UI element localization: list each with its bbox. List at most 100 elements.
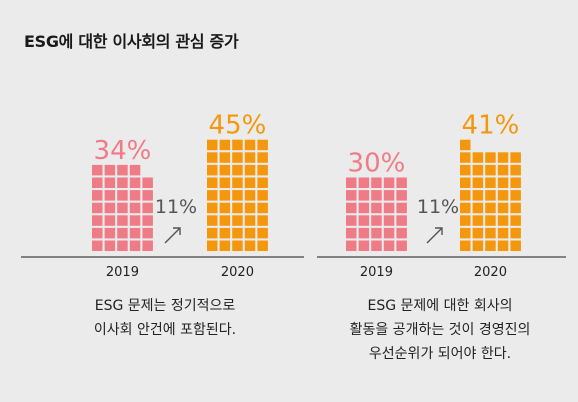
- waffle-square: [371, 228, 382, 239]
- waffle-square: [117, 178, 128, 189]
- waffle-square: [498, 241, 509, 252]
- waffle-square: [510, 203, 521, 214]
- waffle-square: [232, 228, 243, 239]
- waffle-square: [371, 241, 382, 252]
- waffle-square: [460, 152, 471, 163]
- waffle-square: [510, 190, 521, 201]
- waffle-square: [117, 190, 128, 201]
- bar-value-label: 45%: [209, 111, 267, 141]
- waffle-square: [232, 152, 243, 163]
- waffle-square: [346, 241, 357, 252]
- waffle-square: [510, 241, 521, 252]
- growth-arrow-icon: [165, 228, 180, 243]
- waffle-square: [396, 228, 407, 239]
- waffle-square: [207, 228, 218, 239]
- waffle-square: [232, 190, 243, 201]
- waffle-square: [346, 215, 357, 226]
- waffle-square: [257, 228, 268, 239]
- x-tick-label: 2019: [106, 265, 139, 280]
- waffle-square: [92, 203, 103, 214]
- waffle-square: [117, 228, 128, 239]
- x-tick-label: 2020: [221, 265, 254, 280]
- caption-line: ESG 문제는 정기적으로: [40, 294, 290, 318]
- waffle-square: [510, 228, 521, 239]
- waffle-square: [396, 203, 407, 214]
- waffle-square: [485, 165, 496, 176]
- waffle-square: [92, 215, 103, 226]
- waffle-square: [130, 203, 141, 214]
- waffle-square: [92, 228, 103, 239]
- waffle-square: [485, 228, 496, 239]
- waffle-square: [117, 241, 128, 252]
- waffle-square: [207, 215, 218, 226]
- waffle-square: [384, 190, 395, 201]
- waffle-square: [485, 203, 496, 214]
- waffle-square: [142, 203, 153, 214]
- waffle-square: [220, 190, 231, 201]
- waffle-square: [384, 215, 395, 226]
- waffle-square: [257, 215, 268, 226]
- waffle-square: [460, 178, 471, 189]
- waffle-square: [396, 241, 407, 252]
- waffle-square: [105, 215, 116, 226]
- waffle-square: [232, 215, 243, 226]
- waffle-square: [384, 228, 395, 239]
- waffle-square: [485, 241, 496, 252]
- waffle-square: [346, 203, 357, 214]
- growth-label: 11%: [417, 196, 459, 218]
- waffle-square: [498, 165, 509, 176]
- waffle-square: [130, 241, 141, 252]
- waffle-square: [220, 165, 231, 176]
- waffle-square: [371, 190, 382, 201]
- waffle-square: [220, 241, 231, 252]
- waffle-square: [498, 215, 509, 226]
- waffle-square: [473, 165, 484, 176]
- waffle-square: [384, 241, 395, 252]
- waffle-square: [257, 152, 268, 163]
- waffle-square: [473, 152, 484, 163]
- bar-value-label: 30%: [348, 149, 406, 179]
- waffle-square: [207, 152, 218, 163]
- waffle-square: [257, 203, 268, 214]
- waffle-square: [257, 165, 268, 176]
- waffle-square: [220, 228, 231, 239]
- waffle-square: [245, 228, 256, 239]
- x-tick-label: 2020: [474, 265, 507, 280]
- waffle-square: [92, 165, 103, 176]
- waffle-square: [359, 190, 370, 201]
- waffle-square: [245, 178, 256, 189]
- waffle-square: [232, 165, 243, 176]
- growth-label: 11%: [155, 196, 197, 218]
- waffle-square: [232, 203, 243, 214]
- waffle-square: [498, 203, 509, 214]
- waffle-square: [485, 178, 496, 189]
- waffle-square: [498, 190, 509, 201]
- waffle-square: [220, 152, 231, 163]
- waffle-square: [105, 203, 116, 214]
- waffle-square: [473, 228, 484, 239]
- waffle-square: [396, 178, 407, 189]
- waffle-square: [510, 178, 521, 189]
- waffle-square: [245, 203, 256, 214]
- waffle-square: [220, 203, 231, 214]
- waffle-square: [359, 203, 370, 214]
- waffle-square: [105, 178, 116, 189]
- bar-value-label: 41%: [462, 111, 520, 141]
- waffle-square: [142, 190, 153, 201]
- waffle-square: [92, 178, 103, 189]
- waffle-square: [130, 178, 141, 189]
- caption-line: 활동을 공개하는 것이 경영진의: [305, 318, 575, 342]
- waffle-square: [384, 178, 395, 189]
- waffle-square: [510, 165, 521, 176]
- waffle-square: [346, 228, 357, 239]
- waffle-square: [245, 215, 256, 226]
- waffle-square: [473, 203, 484, 214]
- waffle-square: [105, 190, 116, 201]
- waffle-square: [142, 241, 153, 252]
- waffle-square: [384, 203, 395, 214]
- waffle-square: [485, 152, 496, 163]
- waffle-square: [257, 190, 268, 201]
- waffle-square: [257, 241, 268, 252]
- waffle-square: [105, 241, 116, 252]
